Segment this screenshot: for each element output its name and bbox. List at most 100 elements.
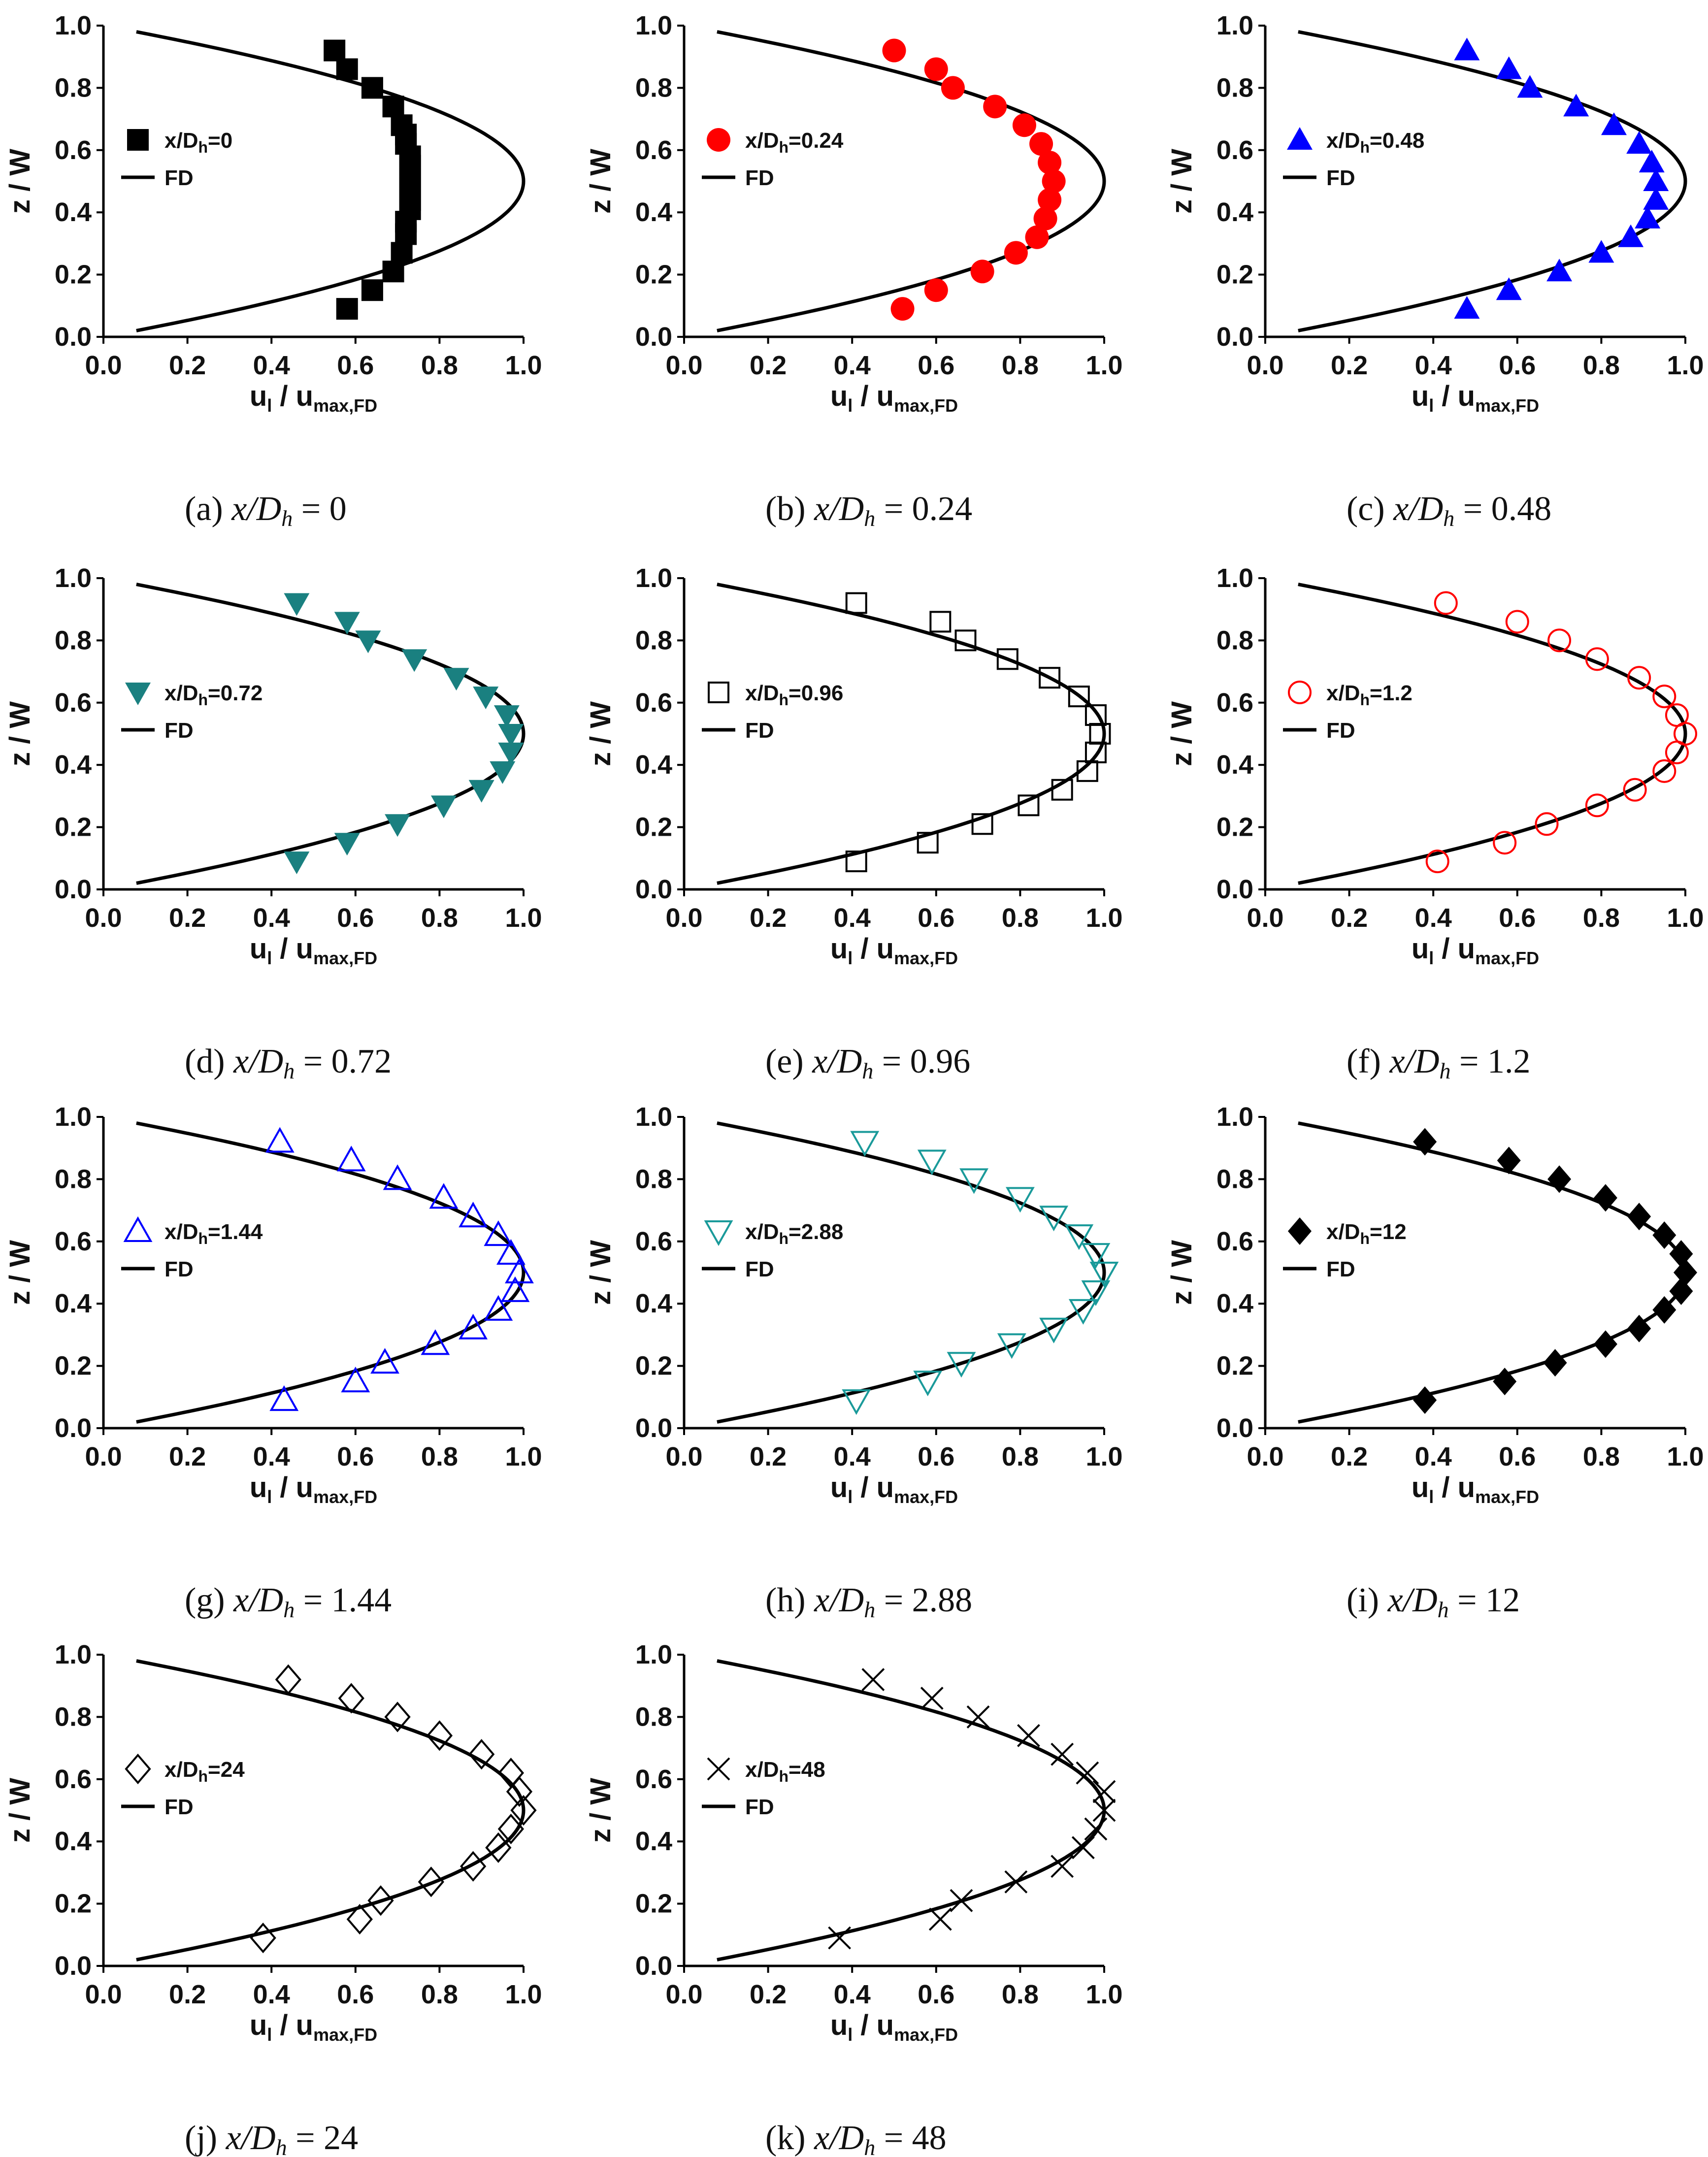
x-tick-label: 0.2 bbox=[750, 903, 787, 933]
data-point bbox=[460, 1851, 487, 1882]
x-tick-label: 0.0 bbox=[85, 1442, 122, 1471]
chart-panel-f: 0.0 0.2 0.4 0.6 0.8 1.0 0.0 0.2 0.4 0.6 0.8 1.0 z / … bbox=[1166, 563, 1704, 1083]
legend-fd-label: FD bbox=[1326, 1257, 1355, 1281]
y-tick-label: 0.8 bbox=[635, 1702, 672, 1732]
data-point bbox=[334, 833, 360, 856]
y-tick-label: 0.6 bbox=[55, 1765, 92, 1794]
y-tick-label: 0.6 bbox=[1216, 1227, 1253, 1256]
data-point bbox=[1068, 1299, 1098, 1325]
x-tick-label: 0.0 bbox=[665, 351, 702, 380]
data-point bbox=[1413, 1128, 1437, 1156]
y-tick-label: 0.0 bbox=[55, 1413, 92, 1443]
data-point bbox=[1627, 1314, 1651, 1342]
data-point bbox=[1618, 224, 1644, 247]
legend-marker bbox=[707, 1757, 730, 1781]
data-point bbox=[1593, 1184, 1617, 1212]
panel-caption: (a) x/Dh = 0 bbox=[185, 490, 347, 531]
y-tick-label: 0.2 bbox=[55, 813, 92, 842]
data-point bbox=[1493, 831, 1517, 855]
chart-panel-h: 0.0 0.2 0.4 0.6 0.8 1.0 0.0 0.2 0.4 0.6 0.8 1.0 z / … bbox=[585, 1102, 1123, 1622]
data-point bbox=[861, 1668, 885, 1691]
data-point bbox=[1038, 188, 1062, 212]
legend-marker bbox=[1288, 1217, 1312, 1245]
data-point bbox=[336, 1145, 366, 1172]
y-tick-label: 0.8 bbox=[635, 1164, 672, 1194]
data-point bbox=[355, 630, 381, 654]
legend-marker bbox=[707, 128, 730, 152]
y-tick-label: 0.6 bbox=[1216, 135, 1253, 165]
chart-panel-k: 0.0 0.2 0.4 0.6 0.8 1.0 0.0 0.2 0.4 0.6 0.8 1.0 z / … bbox=[585, 1640, 1123, 2157]
y-tick-label: 0.6 bbox=[55, 135, 92, 165]
x-tick-label: 0.2 bbox=[1331, 903, 1368, 933]
y-axis-label: z / W bbox=[1166, 1240, 1198, 1305]
data-point bbox=[1496, 277, 1522, 300]
data-point bbox=[1012, 113, 1036, 137]
x-axis-label: ul / umax,FD bbox=[250, 380, 377, 416]
data-point bbox=[920, 1687, 944, 1710]
data-point bbox=[1454, 296, 1480, 319]
x-tick-label: 0.4 bbox=[834, 1980, 871, 2009]
y-tick-label: 0.2 bbox=[1216, 1351, 1253, 1381]
data-point bbox=[1496, 56, 1522, 79]
x-tick-label: 0.2 bbox=[169, 1442, 206, 1471]
x-tick-label: 1.0 bbox=[505, 351, 542, 380]
y-tick-label: 1.0 bbox=[1216, 563, 1253, 593]
data-point bbox=[947, 1352, 976, 1378]
legend-label: x/Dh=24 bbox=[164, 1758, 245, 1785]
data-point bbox=[336, 58, 358, 80]
x-tick-label: 0.6 bbox=[1499, 903, 1536, 933]
data-point bbox=[1454, 37, 1480, 61]
data-point bbox=[970, 260, 994, 284]
panel-caption: (i) x/Dh = 12 bbox=[1347, 1581, 1520, 1622]
data-point bbox=[459, 1313, 488, 1340]
y-tick-label: 0.2 bbox=[1216, 813, 1253, 842]
data-point bbox=[845, 592, 867, 614]
x-tick-label: 0.8 bbox=[1002, 1980, 1039, 2009]
x-tick-label: 0.8 bbox=[421, 1442, 458, 1471]
data-point bbox=[1018, 794, 1040, 817]
data-point bbox=[1051, 779, 1073, 801]
data-point bbox=[484, 1295, 513, 1321]
data-point bbox=[924, 278, 948, 302]
y-axis-label: z / W bbox=[585, 701, 617, 766]
x-tick-label: 0.2 bbox=[1331, 1442, 1368, 1471]
data-point bbox=[1039, 1206, 1069, 1232]
y-tick-label: 0.6 bbox=[635, 1765, 672, 1794]
data-point bbox=[1004, 1870, 1028, 1894]
x-tick-label: 0.2 bbox=[750, 1442, 787, 1471]
x-tick-label: 1.0 bbox=[1085, 1980, 1122, 2009]
x-tick-label: 0.6 bbox=[337, 903, 374, 933]
data-point bbox=[1623, 778, 1647, 802]
x-axis-label: ul / umax,FD bbox=[1412, 1471, 1539, 1507]
data-point bbox=[1535, 812, 1559, 836]
fd-curve bbox=[1298, 583, 1687, 885]
x-tick-label: 1.0 bbox=[1085, 351, 1122, 380]
y-tick-label: 0.4 bbox=[635, 1827, 672, 1856]
data-point bbox=[997, 1333, 1026, 1359]
x-tick-label: 0.4 bbox=[1415, 1442, 1452, 1471]
x-tick-label: 0.6 bbox=[1499, 351, 1536, 380]
data-point bbox=[426, 1720, 453, 1751]
x-tick-label: 0.6 bbox=[337, 1980, 374, 2009]
data-point bbox=[1039, 1317, 1069, 1343]
data-point bbox=[941, 76, 965, 100]
data-point bbox=[1413, 1386, 1437, 1414]
panel-caption: (j) x/Dh = 24 bbox=[185, 2119, 358, 2157]
data-point bbox=[1033, 206, 1057, 230]
y-axis-label: z / W bbox=[4, 149, 36, 214]
data-point bbox=[1434, 591, 1458, 615]
data-point bbox=[401, 649, 427, 672]
panel-caption: (d) x/Dh = 0.72 bbox=[185, 1043, 392, 1083]
x-axis-label: ul / umax,FD bbox=[1412, 933, 1539, 968]
data-point bbox=[250, 1923, 276, 1954]
x-axis-label: ul / umax,FD bbox=[830, 2009, 958, 2045]
x-tick-label: 0.6 bbox=[918, 351, 954, 380]
data-point bbox=[1652, 685, 1676, 709]
y-tick-label: 0.0 bbox=[635, 1951, 672, 1981]
panel-caption: (g) x/Dh = 1.44 bbox=[185, 1581, 392, 1622]
y-tick-label: 0.2 bbox=[55, 1351, 92, 1381]
data-point bbox=[1493, 1368, 1517, 1396]
y-tick-label: 0.2 bbox=[635, 1889, 672, 1919]
